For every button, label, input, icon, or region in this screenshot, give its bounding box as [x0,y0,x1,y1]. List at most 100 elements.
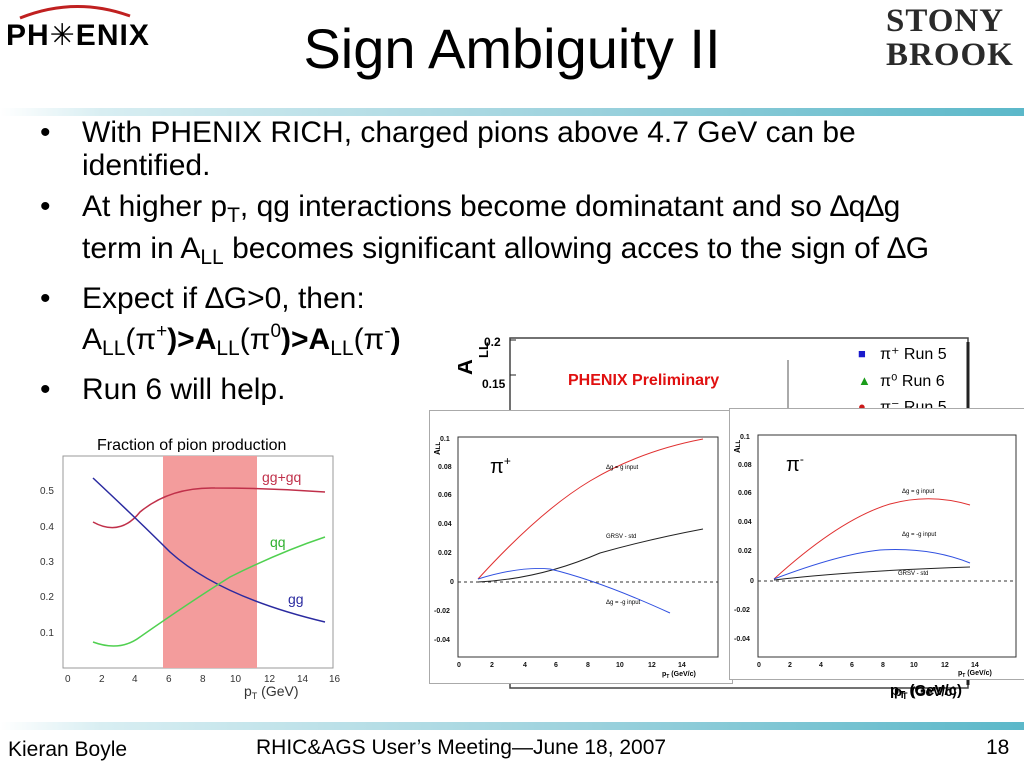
bullet-text: becomes significant allowing acces to th… [223,232,930,265]
bullet-text: Run 6 will help. [82,373,286,406]
pip-ytick: -0.04 [434,637,450,644]
bullet-dot: • [40,282,51,315]
pim-xtick: 6 [850,662,854,669]
strip-xlabel: p [890,682,900,699]
fraction-xlabel: pT (GeV) [244,683,299,701]
fraction-xtick: 8 [200,674,206,685]
bullet-text: Expect if ∆G>0, then: [82,282,365,315]
slide-title: Sign Ambiguity II [303,17,721,80]
formula-sub: LL [216,337,240,360]
pim-xtick: 0 [757,662,761,669]
pip-ytick: 0.08 [438,464,452,471]
pim-curve-label: Δg = g input [902,489,935,495]
strip-xlabel-unit: (GeV/c) [905,682,962,699]
pip-curve-neg-g-input [477,567,671,614]
pim-xtick: 14 [971,662,979,669]
pip-xtick: 8 [586,662,590,669]
fraction-xtick: 6 [166,674,172,685]
strip-xlabel-sub: T [899,690,906,701]
bullet-dot: • [40,116,51,149]
legend-marker: ▲ [858,373,871,388]
preliminary-ylabel-sub: LL [476,342,491,358]
curve-gg [92,477,326,623]
bullet-item: • With PHENIX RICH, charged pions above … [40,116,940,182]
bullet-text: , qg interactions become dominatant and … [82,190,901,265]
bullet-text: With PHENIX RICH, charged pions above 4.… [82,116,856,182]
phenix-logo-text: PH✳ENIX [6,19,150,52]
pim-label: π- [786,452,804,476]
pi-minus-plot-svg: 0.1 0.08 0.06 0.04 0.02 0 -0.02 -0.04 0 … [733,434,1017,679]
legend-marker: ● [858,399,866,414]
preliminary-banner: PHENIX Preliminary [568,372,719,389]
footer-divider [0,722,1024,730]
pim-ytick: 0 [750,578,754,585]
pim-curve-label: Δg = -g input [902,532,937,538]
formula-part: (π [353,323,385,356]
bullet-subscript: LL [200,246,224,269]
footer-page-number: 18 [986,736,1010,759]
pip-curve-label: Δg = -g input [606,600,641,606]
phenix-logo-arc [19,4,131,20]
bullet-item: • Expect if ∆G>0, then: ALL(π+)>ALL(π0)>… [40,282,940,365]
pip-xtick: 10 [616,662,624,669]
stony-brook-logo-line1: STONY [886,3,1005,39]
pip-xtick: 0 [457,662,461,669]
pim-ytick: 0.1 [740,434,750,441]
preliminary-ytick: 0.2 [484,335,501,349]
formula-sup: + [156,321,168,342]
pip-ytick: 0.04 [438,521,452,528]
pip-curve-label: Δg = g input [606,465,639,471]
pi-minus-plot: 0.1 0.08 0.06 0.04 0.02 0 -0.02 -0.04 0 … [729,408,1024,680]
pip-curve-g-input [477,438,704,580]
formula-part: ) [390,323,401,356]
pip-ylabel: ALL [433,442,442,455]
fraction-xtick: 16 [329,674,340,685]
pim-xtick: 8 [881,662,885,669]
pip-curve-label: GRSV - std [606,534,636,540]
fraction-plot: 0.5 0.4 0.3 0.2 0.1 0 2 4 6 8 10 12 14 1… [30,452,341,702]
fraction-xtick: 14 [297,674,309,685]
pim-curve-neg-g-input [773,549,971,580]
pim-xlabel: pT (GeV/c) [958,670,992,679]
fraction-xtick: 2 [99,674,105,685]
pim-xtick: 4 [819,662,823,669]
phenix-logo: PH✳ENIX [6,18,150,53]
stony-brook-logo-line2: BROOK [886,37,1014,73]
formula-part: (π [125,323,157,356]
formula-part: )>A [281,323,331,356]
label-gg-gq: gg+gq [262,469,301,485]
bullet-dot: • [40,373,51,406]
fraction-xtick: 10 [230,674,242,685]
bullet-text: At higher p [82,190,228,223]
pim-curve-grsv [773,566,971,581]
header-divider [0,108,1024,116]
pip-xtick: 14 [678,662,686,669]
bullet-list: • With PHENIX RICH, charged pions above … [40,116,940,414]
asymmetry-ordering: ALL(π+)>ALL(π0)>ALL(π-) [82,321,401,360]
pip-xlabel: pT (GeV/c) [662,671,696,680]
pip-ytick: 0.06 [438,492,452,499]
pim-xtick: 12 [941,662,949,669]
pim-ytick: 0.04 [738,519,752,526]
pim-xtick: 2 [788,662,792,669]
footer-author: Kieran Boyle [8,738,128,761]
fraction-ytick: 0.3 [40,557,54,568]
curve-gg-gq [92,487,326,529]
pip-ytick: -0.02 [434,608,450,615]
footer-meeting: RHIC&AGS User’s Meeting—June 18, 2007 [256,736,667,759]
formula-part: (π [239,323,271,356]
fraction-ytick: 0.5 [40,486,54,497]
pip-xtick: 4 [523,662,527,669]
preliminary-ylabel: A [458,359,477,375]
bullet-dot: • [40,190,51,223]
stony-brook-logo: STONY BROOK [886,4,1022,72]
fraction-ytick: 0.1 [40,628,54,639]
pip-curve-grsv [477,528,704,583]
legend-marker: ■ [858,346,866,361]
pip-xtick: 12 [648,662,656,669]
bullet-item: • Run 6 will help. [40,373,940,406]
formula-sup: - [384,321,391,342]
preliminary-ytick: 0.15 [482,377,506,391]
pim-xtick: 10 [910,662,918,669]
preliminary-xlabel: pT (GeV/c) [894,684,957,700]
